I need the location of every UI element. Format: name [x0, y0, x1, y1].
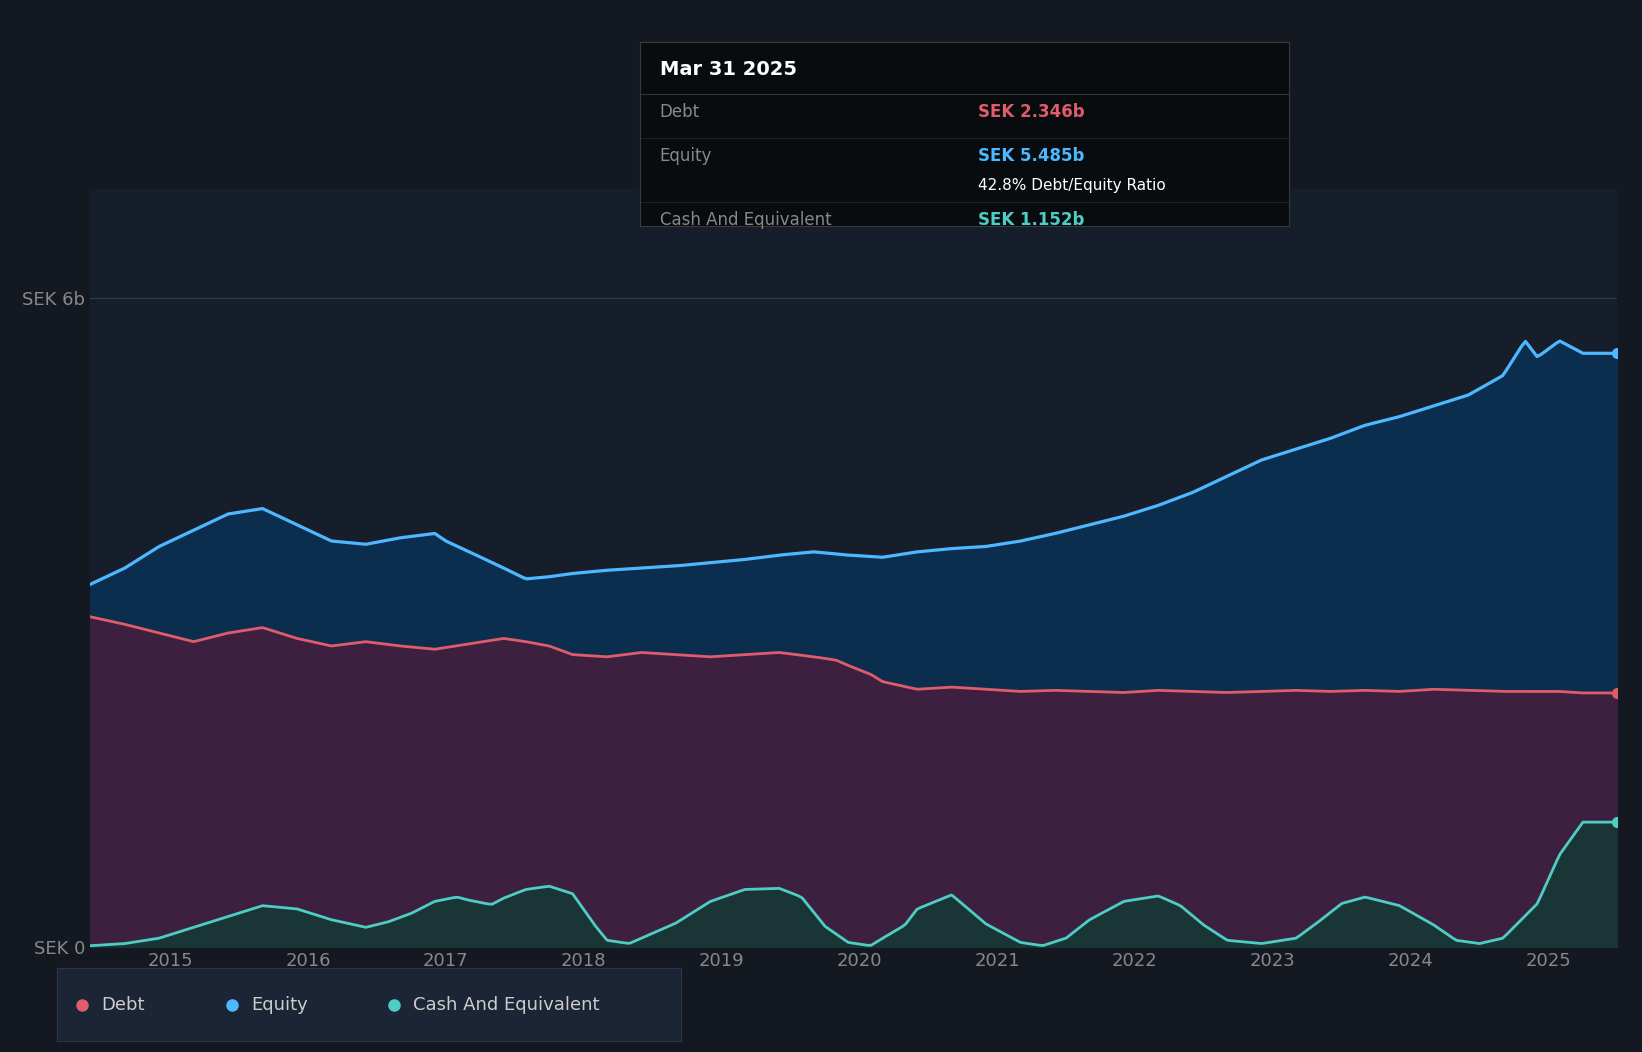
Text: Debt: Debt: [660, 103, 699, 121]
Text: Equity: Equity: [251, 995, 307, 1014]
Text: SEK 2.346b: SEK 2.346b: [977, 103, 1084, 121]
Text: SEK 1.152b: SEK 1.152b: [977, 211, 1084, 229]
Text: SEK 5.485b: SEK 5.485b: [977, 147, 1084, 165]
Text: Cash And Equivalent: Cash And Equivalent: [660, 211, 831, 229]
Text: Cash And Equivalent: Cash And Equivalent: [414, 995, 599, 1014]
Text: 42.8% Debt/Equity Ratio: 42.8% Debt/Equity Ratio: [977, 178, 1166, 194]
Text: Equity: Equity: [660, 147, 713, 165]
Text: Debt: Debt: [102, 995, 144, 1014]
Text: Mar 31 2025: Mar 31 2025: [660, 60, 796, 80]
